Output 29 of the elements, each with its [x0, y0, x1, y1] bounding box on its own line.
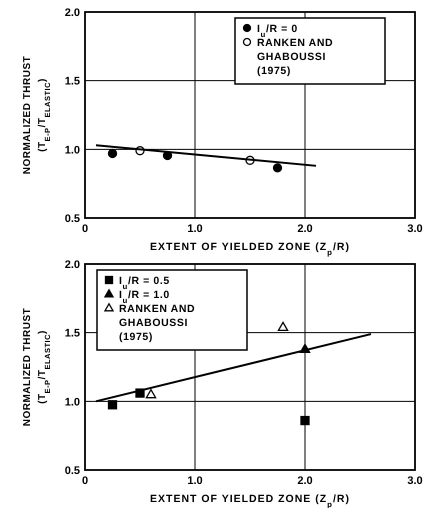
y-tick-label: 1.0	[64, 396, 80, 408]
x-tick-label: 2.0	[297, 475, 313, 487]
legend-label: RANKEN AND GHABOUSSI (1975)	[119, 303, 196, 343]
point	[278, 322, 288, 332]
x-axis-title: EXTENT OF YIELDED ZONE (Z$_{p}$/R)	[150, 493, 350, 508]
point	[272, 163, 282, 173]
legend-label: I$_{u}$/R = 0.5	[119, 275, 170, 290]
x-tick-label: 0	[82, 475, 88, 487]
y-tick-label: 0.5	[64, 213, 80, 225]
point	[108, 148, 118, 158]
point	[146, 389, 156, 398]
legend-label: RANKEN AND GHABOUSSI (1975)	[257, 37, 334, 77]
y-tick-label: 1.5	[64, 328, 80, 340]
point	[108, 400, 118, 410]
legend-label: I$_{u}$/R = 0	[257, 23, 298, 38]
x-tick-label: 1.0	[187, 475, 203, 487]
y-tick-label: 2.0	[64, 259, 80, 271]
x-tick-label: 0	[82, 223, 88, 235]
x-tick-label: 3.0	[407, 223, 423, 235]
x-axis-title: EXTENT OF YIELDED ZONE (Z$_{p}$/R)	[150, 241, 350, 256]
point	[300, 416, 310, 426]
x-tick-label: 3.0	[407, 475, 423, 487]
y-tick-label: 1.0	[64, 144, 80, 156]
y-tick-label: 0.5	[64, 465, 80, 477]
legend-label: I$_{u}$/R = 1.0	[119, 289, 170, 304]
x-tick-label: 2.0	[297, 223, 313, 235]
y-tick-label: 2.0	[64, 7, 80, 19]
y-tick-label: 1.5	[64, 76, 80, 88]
x-tick-label: 1.0	[187, 223, 203, 235]
